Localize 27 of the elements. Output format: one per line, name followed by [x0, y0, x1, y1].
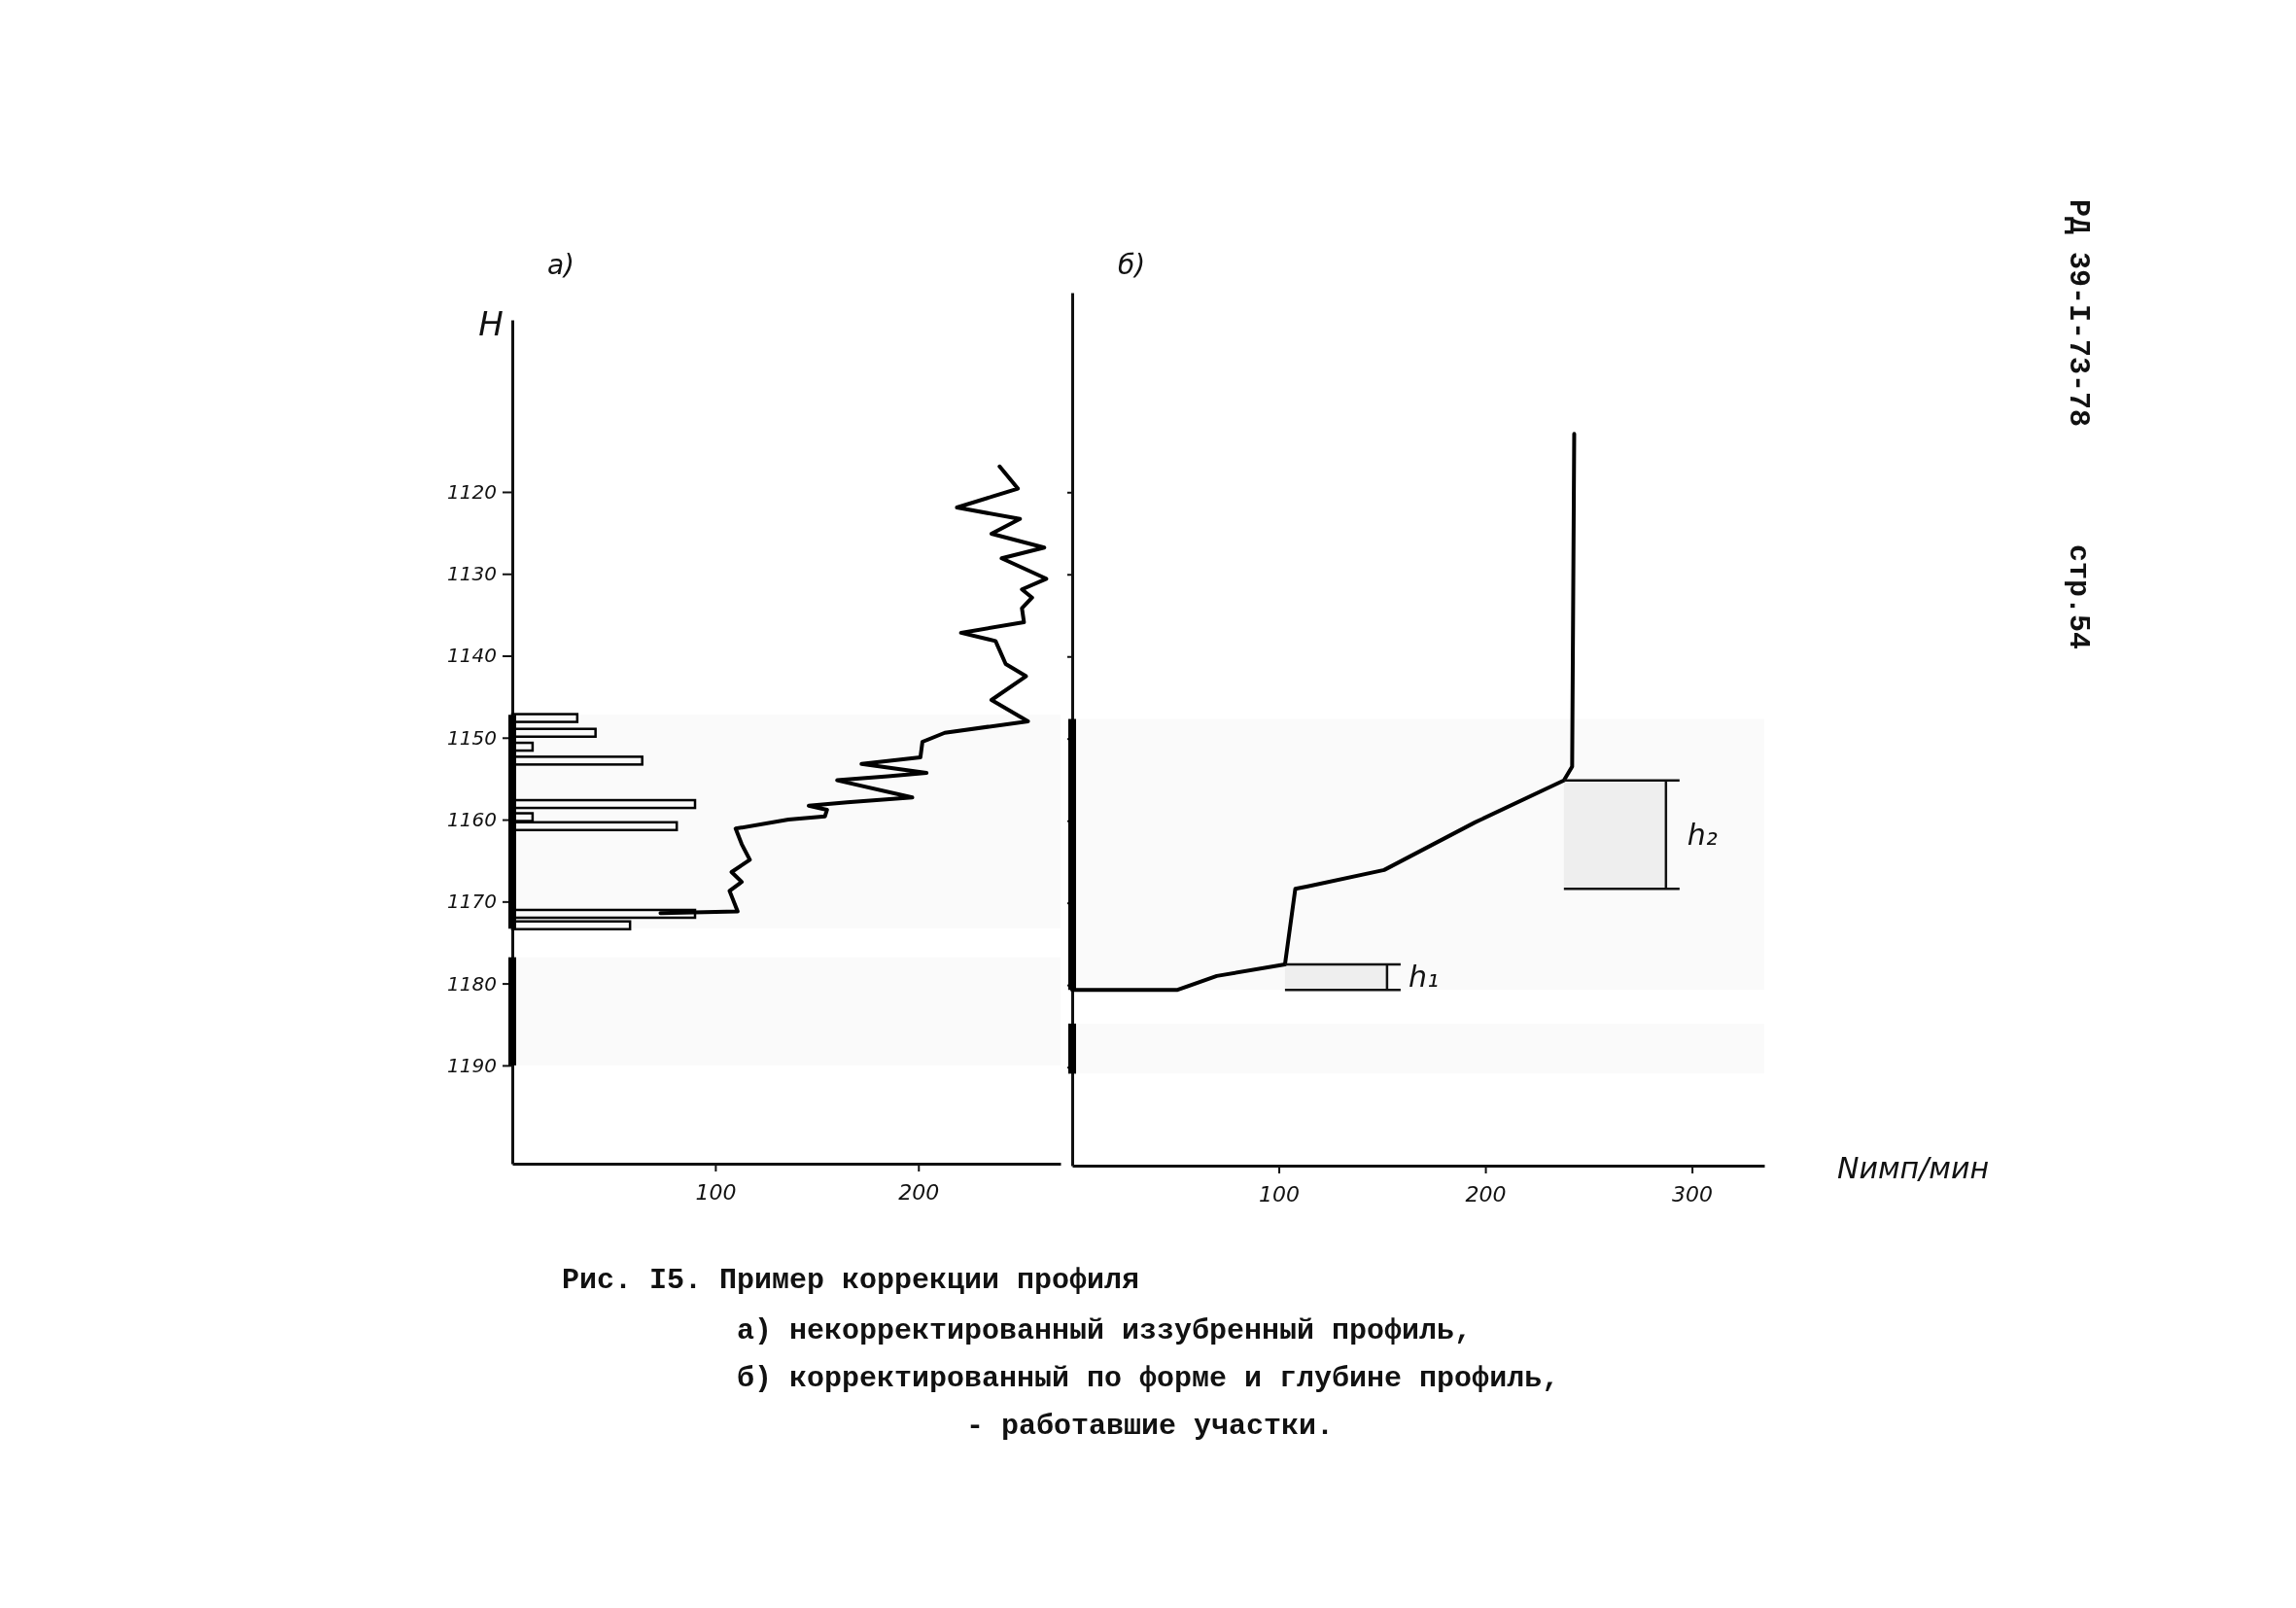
text: а) некорректированный иззубренный профиль, [737, 1314, 1473, 1347]
y-tick-label: 1180 [447, 971, 497, 996]
y-tick-label: 1130 [447, 562, 497, 586]
y-tick-label: 1170 [447, 890, 497, 914]
text: б) корректированный по форме и глубине профиль, [737, 1362, 1560, 1395]
band-label: h₂ [1687, 817, 1718, 852]
y-axis-title: H [478, 304, 504, 343]
x-tick-label: 300 [1672, 1182, 1714, 1207]
bar [510, 920, 632, 931]
text: стр.54 [2062, 544, 2095, 650]
x-tick-label: 100 [695, 1180, 737, 1206]
text: - работавшие участки. [966, 1410, 1335, 1443]
y-tick-label: 1140 [447, 644, 497, 668]
text: Рис. I5. Пример коррекции профиля [562, 1264, 1140, 1297]
text: РД 39-I-73-78 [2062, 199, 2095, 428]
chart-title: а) [546, 249, 575, 281]
y-tick-label: 1160 [447, 807, 497, 831]
y-tick-label: 1190 [447, 1053, 497, 1077]
x-tick-label: 100 [1259, 1182, 1301, 1207]
x-tick-label: 200 [1465, 1182, 1507, 1207]
chart-title: б) [1117, 249, 1146, 281]
y-tick-label: 1150 [447, 725, 497, 750]
y-tick-label: 1120 [447, 479, 497, 504]
bar [510, 713, 579, 723]
band-label: h₁ [1408, 960, 1439, 995]
x-tick-label: 200 [898, 1180, 940, 1206]
x-axis-title: Nимп/мин [1837, 1151, 1990, 1185]
